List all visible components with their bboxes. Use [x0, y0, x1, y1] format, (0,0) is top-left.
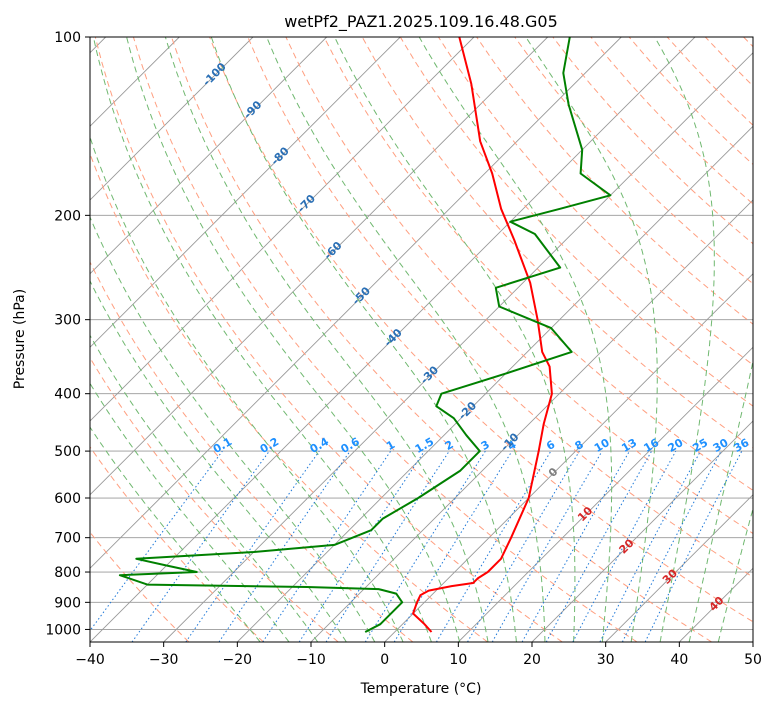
mixing-ratio-line: [262, 450, 392, 642]
y-tick-label: 700: [54, 531, 81, 547]
x-tick-label: 40: [670, 652, 688, 668]
chart-title: wetPf2_PAZ1.2025.109.16.48.G05: [284, 12, 558, 32]
x-axis-label: Temperature (°C): [360, 681, 482, 697]
moist-adiabat-line: [126, 37, 461, 642]
mixing-ratio-line: [90, 450, 223, 632]
plot-frame: [89, 36, 754, 643]
dry-adiabat-line: [90, 356, 339, 642]
x-tick-label: −40: [75, 652, 105, 668]
dry-adiabat-line: [323, 37, 753, 491]
isotherm-line: [457, 346, 753, 642]
isotherm-line: [90, 37, 622, 569]
isotherm-line: [90, 37, 401, 348]
moist-adiabat-line: [418, 37, 613, 642]
isotherm-line: [90, 37, 475, 422]
moist-adiabat-line: [90, 382, 290, 642]
moist-adiabat-line: [90, 135, 404, 642]
moist-adiabat-line: [525, 37, 658, 642]
moist-adiabat-line: [266, 37, 546, 642]
x-tick-label: 0: [380, 652, 389, 668]
x-tick-label: −10: [296, 652, 326, 668]
moist-adiabat-line: [654, 37, 715, 642]
dry-adiabat-line: [94, 37, 563, 642]
dry-adiabat-line: [476, 37, 753, 325]
dewpoint-profile-line: [118, 37, 612, 633]
dry-adiabat-line: [514, 37, 753, 285]
mixing-ratio-line: [393, 450, 513, 642]
dry-adiabat-line: [171, 37, 712, 642]
mixing-ratio-line: [644, 450, 743, 642]
moist-adiabat-line: [717, 506, 753, 642]
y-tick-label: 600: [54, 491, 81, 507]
x-tick-label: −30: [149, 652, 179, 668]
moist-adiabat-line: [334, 37, 576, 642]
x-tick-label: 30: [597, 652, 615, 668]
isotherm-line: [384, 273, 753, 642]
isotherm-line: [163, 52, 753, 642]
mixing-ratio-line: [185, 450, 320, 642]
temperature-profile-line: [412, 37, 553, 633]
x-tick-label: −20: [223, 652, 253, 668]
isotherm-line: [531, 420, 753, 642]
mixing-ratio-line: [545, 450, 653, 642]
isotherm-line: [605, 494, 753, 642]
dry-adiabat-line: [247, 37, 753, 578]
mixing-ratio-line: [572, 450, 677, 642]
y-tick-label: 100: [54, 30, 81, 46]
moist-adiabat-line: [688, 358, 753, 642]
mixing-ratio-line: [521, 450, 630, 642]
axis-ticks: −40 −30 −20 −10 0 10 20 30 40 50 100 200 300 400 500 60…: [45, 30, 762, 668]
y-tick-label: 800: [54, 565, 81, 581]
y-tick-label: 400: [54, 387, 81, 403]
dry-adiabat-line: [209, 37, 753, 623]
isotherm-line: [90, 37, 254, 201]
mixing-ratio-line: [325, 450, 450, 642]
y-tick-label: 900: [54, 595, 81, 611]
plot-area: 0.1 0.2 0.4 0.6 1 1.5 2 3 4 6 8 10 13 16 20 25 30 36-100-…: [90, 37, 753, 642]
x-tick-label: 20: [523, 652, 541, 668]
dry-adiabat-line: [90, 446, 264, 642]
moist-adiabat-line: [90, 334, 319, 642]
dry-adiabat-line: [90, 260, 414, 642]
y-axis-label: Pressure (hPa): [12, 289, 28, 389]
mixing-ratio-line: [131, 450, 270, 642]
y-tick-label: 200: [54, 208, 81, 224]
isotherm-line: [90, 37, 328, 275]
x-tick-label: 10: [449, 652, 467, 668]
y-tick-label: 1000: [45, 622, 81, 638]
dry-adiabat-line: [285, 37, 753, 535]
isotherm-line: [90, 37, 696, 642]
mixing-ratio-line: [298, 450, 425, 642]
moist-adiabat-line: [90, 215, 376, 642]
y-tick-label: 300: [54, 313, 81, 329]
moist-adiabat-line: [92, 37, 432, 642]
moist-adiabat-line: [90, 426, 261, 642]
y-tick-label: 500: [54, 444, 81, 460]
x-tick-label: 50: [744, 652, 762, 668]
moist-adiabat-line: [210, 37, 517, 642]
isotherm-line: [90, 37, 549, 496]
mixing-ratio-line: [218, 450, 351, 642]
